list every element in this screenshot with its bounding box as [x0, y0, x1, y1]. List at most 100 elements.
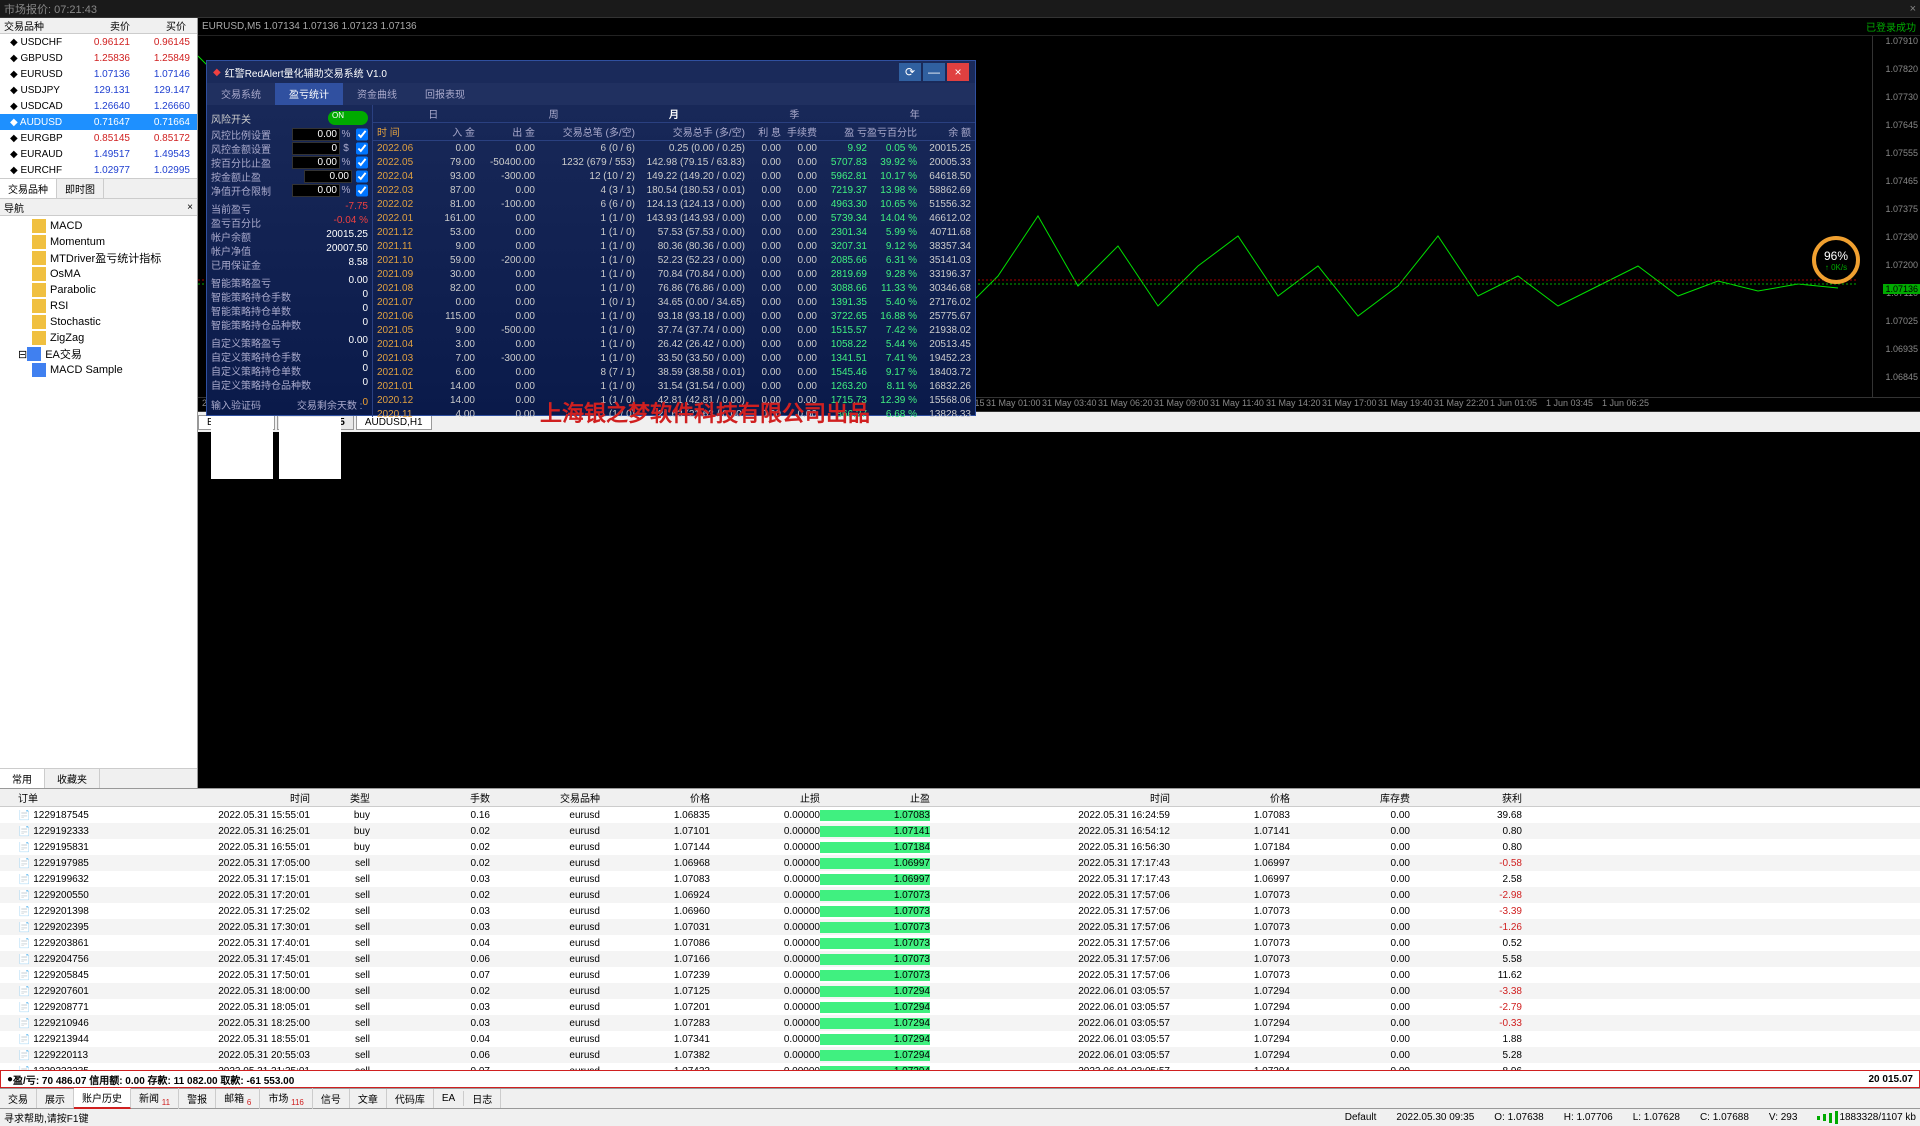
terminal-tab[interactable]: 信号 [313, 1089, 350, 1108]
stats-row[interactable]: 2021.0930.000.001 (1 / 0)70.84 (70.84 / … [373, 267, 975, 281]
stats-row[interactable]: 2021.1253.000.001 (1 / 0)57.53 (57.53 / … [373, 225, 975, 239]
account-row: 智能策略持仓手数0 [211, 289, 368, 303]
period-day[interactable]: 日 [428, 106, 438, 121]
tab-common[interactable]: 常用 [0, 769, 45, 788]
order-row[interactable]: 📄 12292047562022.05.31 17:45:01sell0.06e… [0, 951, 1920, 967]
order-row[interactable]: 📄 12292038612022.05.31 17:40:01sell0.04e… [0, 935, 1920, 951]
terminal-tab[interactable]: 文章 [350, 1089, 387, 1108]
terminal-tab[interactable]: 日志 [464, 1089, 501, 1108]
risk-switch[interactable] [328, 111, 368, 125]
minimize-icon[interactable]: — [923, 63, 945, 81]
order-row[interactable]: 📄 12292023952022.05.31 17:30:01sell0.03e… [0, 919, 1920, 935]
refresh-icon[interactable]: ⟳ [899, 63, 921, 81]
order-row[interactable]: 📄 12291958312022.05.31 16:55:01buy0.02eu… [0, 839, 1920, 855]
stats-row[interactable]: 2021.0114.000.001 (1 / 0)31.54 (31.54 / … [373, 379, 975, 393]
period-quarter[interactable]: 季 [789, 106, 799, 121]
tree-item[interactable]: Stochastic [2, 314, 195, 330]
order-row[interactable]: 📄 12292139442022.05.31 18:55:01sell0.04e… [0, 1031, 1920, 1047]
stats-row[interactable]: 2022.0493.00-300.0012 (10 / 2)149.22 (14… [373, 169, 975, 183]
stats-row[interactable]: 2021.059.00-500.001 (1 / 0)37.74 (37.74 … [373, 323, 975, 337]
tree-item[interactable]: MTDriver盈亏统计指标 [2, 250, 195, 266]
checkbox[interactable] [356, 170, 368, 183]
market-row[interactable]: ◆ EURGBP0.851450.85172 [0, 130, 197, 146]
tree-item[interactable]: MACD Sample [2, 362, 195, 378]
order-row[interactable]: 📄 12292076012022.05.31 18:00:00sell0.02e… [0, 983, 1920, 999]
market-row[interactable]: ◆ USDCHF0.961210.96145 [0, 34, 197, 50]
terminal-tab[interactable]: 交易 [0, 1089, 37, 1108]
terminal-tab[interactable]: 新闻 11 [131, 1088, 179, 1109]
market-row[interactable]: ◆ USDCAD1.266401.26660 [0, 98, 197, 114]
close-icon[interactable]: × [947, 63, 969, 81]
stats-row[interactable]: 2022.060.000.006 (0 / 6)0.25 (0.00 / 0.2… [373, 141, 975, 155]
terminal-tab[interactable]: 市场 116 [260, 1088, 313, 1109]
order-row[interactable]: 📄 12292201132022.05.31 20:55:03sell0.06e… [0, 1047, 1920, 1063]
period-year[interactable]: 年 [910, 106, 920, 121]
market-row[interactable]: ◆ EURAUD1.495171.49543 [0, 146, 197, 162]
tab-symbols[interactable]: 交易品种 [0, 179, 57, 198]
tab-fav[interactable]: 收藏夹 [45, 769, 100, 788]
stats-row[interactable]: 2021.043.000.001 (1 / 0)26.42 (26.42 / 0… [373, 337, 975, 351]
tree-item[interactable]: RSI [2, 298, 195, 314]
tree-item[interactable]: OsMA [2, 266, 195, 282]
terminal-tab[interactable]: 展示 [37, 1089, 74, 1108]
checkbox[interactable] [356, 156, 368, 169]
tree-group[interactable]: ⊟ EA交易 [2, 346, 195, 362]
account-row: 自定义策略持仓手数0 [211, 349, 368, 363]
order-row[interactable]: 📄 12291923332022.05.31 16:25:01buy0.02eu… [0, 823, 1920, 839]
close-icon[interactable]: × [187, 202, 193, 213]
stats-row[interactable]: 2020.1214.000.001 (1 / 0)42.81 (42.81 / … [373, 393, 975, 407]
stats-row[interactable]: 2021.070.000.001 (0 / 1)34.65 (0.00 / 34… [373, 295, 975, 309]
tab-tick[interactable]: 即时图 [57, 179, 104, 198]
account-row: 自定义策略持仓单数0 [211, 363, 368, 377]
stats-row[interactable]: 2022.01161.000.001 (1 / 0)143.93 (143.93… [373, 211, 975, 225]
stats-row[interactable]: 2021.026.000.008 (7 / 1)38.59 (38.58 / 0… [373, 365, 975, 379]
checkbox[interactable] [356, 142, 368, 155]
terminal-tab[interactable]: 账户历史 [74, 1088, 131, 1109]
order-row[interactable]: 📄 12291875452022.05.31 15:55:01buy0.16eu… [0, 807, 1920, 823]
market-row[interactable]: ◆ USDJPY129.131129.147 [0, 82, 197, 98]
terminal-tab[interactable]: EA [434, 1091, 464, 1106]
chart-canvas[interactable]: 1.079101.078201.077301.076451.075551.074… [198, 36, 1920, 398]
tree-item[interactable]: Momentum [2, 234, 195, 250]
chart-header: EURUSD,M5 1.07134 1.07136 1.07123 1.0713… [198, 18, 1920, 36]
period-month[interactable]: 月 [669, 106, 679, 121]
stats-row[interactable]: 2021.1059.00-200.001 (1 / 0)52.23 (52.23… [373, 253, 975, 267]
stats-row[interactable]: 2022.0387.000.004 (3 / 1)180.54 (180.53 … [373, 183, 975, 197]
stats-row[interactable]: 2021.037.00-300.001 (1 / 0)33.50 (33.50 … [373, 351, 975, 365]
order-row[interactable]: 📄 12291979852022.05.31 17:05:00sell0.02e… [0, 855, 1920, 871]
checkbox[interactable] [356, 128, 368, 141]
order-row[interactable]: 📄 12292222352022.05.31 21:35:01sell0.07e… [0, 1063, 1920, 1070]
tab-pl-stats[interactable]: 盈亏统计 [275, 83, 343, 105]
stats-row[interactable]: 2021.0882.000.001 (1 / 0)76.86 (76.86 / … [373, 281, 975, 295]
market-row[interactable]: ◆ AUDUSD0.716470.71664 [0, 114, 197, 130]
tab-equity[interactable]: 资金曲线 [343, 83, 411, 105]
config-row: 净值开仓限制0.00% [211, 183, 368, 197]
config-row: 风控金额设置0$ [211, 141, 368, 155]
terminal-tab[interactable]: 代码库 [387, 1089, 434, 1108]
checkbox[interactable] [356, 184, 368, 197]
stats-row[interactable]: 2021.06115.000.001 (1 / 0)93.18 (93.18 /… [373, 309, 975, 323]
order-row[interactable]: 📄 12292087712022.05.31 18:05:01sell0.03e… [0, 999, 1920, 1015]
order-row[interactable]: 📄 12291996322022.05.31 17:15:01sell0.03e… [0, 871, 1920, 887]
period-week[interactable]: 周 [549, 106, 559, 121]
market-row[interactable]: ◆ GBPUSD1.258361.25849 [0, 50, 197, 66]
stats-row[interactable]: 2022.0281.00-100.006 (6 / 0)124.13 (124.… [373, 197, 975, 211]
close-icon[interactable]: × [1910, 3, 1916, 15]
order-row[interactable]: 📄 12292058452022.05.31 17:50:01sell0.07e… [0, 967, 1920, 983]
terminal-tab[interactable]: 警报 [179, 1089, 216, 1108]
market-row[interactable]: ◆ EURUSD1.071361.07146 [0, 66, 197, 82]
market-row[interactable]: ◆ EURCHF1.029771.02995 [0, 162, 197, 178]
tab-trade-sys[interactable]: 交易系统 [207, 83, 275, 105]
order-row[interactable]: 📄 12292005502022.05.31 17:20:01sell0.02e… [0, 887, 1920, 903]
stats-row[interactable]: 2021.119.000.001 (1 / 0)80.36 (80.36 / 0… [373, 239, 975, 253]
stats-row[interactable]: 2022.0579.00-50400.001232 (679 / 553)142… [373, 155, 975, 169]
modal-titlebar[interactable]: ◆ 红警RedAlert量化辅助交易系统 V1.0 ⟳ — × [207, 61, 975, 83]
order-row[interactable]: 📄 12292109462022.05.31 18:25:00sell0.03e… [0, 1015, 1920, 1031]
terminal-tab[interactable]: 邮箱 6 [216, 1088, 260, 1109]
tab-returns[interactable]: 回报表现 [411, 83, 479, 105]
order-row[interactable]: 📄 12292013982022.05.31 17:25:02sell0.03e… [0, 903, 1920, 919]
tree-item[interactable]: ZigZag [2, 330, 195, 346]
tree-item[interactable]: MACD [2, 218, 195, 234]
tree-item[interactable]: Parabolic [2, 282, 195, 298]
stats-row[interactable]: 2020.114.000.001 (1 / 0)21.63 (21.63 / 0… [373, 407, 975, 417]
